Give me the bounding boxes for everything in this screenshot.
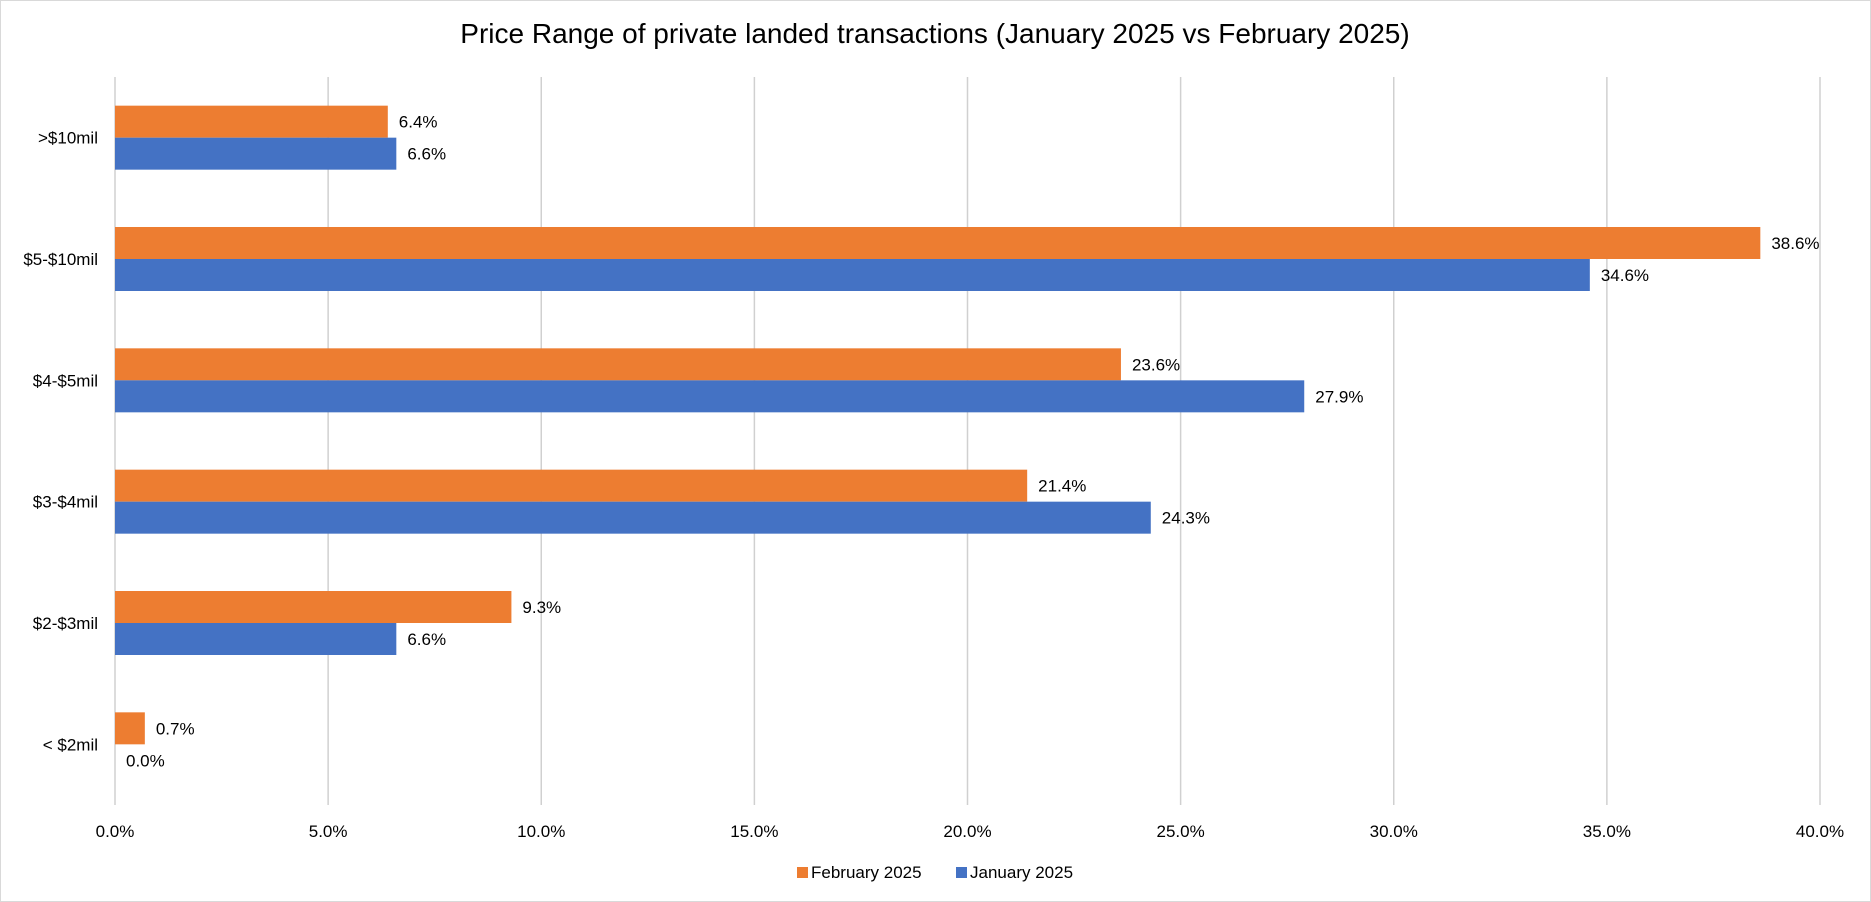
- bar: [115, 623, 397, 655]
- x-tick-label: 30.0%: [1370, 822, 1418, 841]
- bar: [115, 380, 1305, 413]
- x-tick-label: 0.0%: [96, 822, 135, 841]
- category-label: $2-$3mil: [33, 614, 98, 633]
- x-tick-label: 35.0%: [1583, 822, 1631, 841]
- category-axis: < $2mil $2-$3mil $3-$4mil $4-$5mil $5-$10mil…: [23, 129, 98, 755]
- bar: [115, 469, 1028, 502]
- bar: [115, 712, 145, 745]
- legend-swatch: [956, 867, 967, 878]
- data-label: 9.3%: [522, 598, 561, 617]
- bars: 0.7% 0.0% 9.3% 6.6% 21.4% 24.3% 23.6% 27.9% 38.6…: [115, 105, 1820, 770]
- category-label: >$10mil: [38, 129, 98, 148]
- legend: February 2025 January 2025: [797, 863, 1073, 882]
- gridlines: [114, 77, 1821, 805]
- data-label: 0.7%: [156, 719, 195, 738]
- data-label: 6.6%: [407, 145, 446, 164]
- legend-label: January 2025: [970, 863, 1073, 882]
- legend-label: February 2025: [811, 863, 922, 882]
- data-label: 23.6%: [1132, 355, 1180, 374]
- chart-title: Price Range of private landed transactio…: [460, 18, 1409, 49]
- data-label: 6.6%: [407, 630, 446, 649]
- data-label: 24.3%: [1162, 509, 1210, 528]
- bar: [115, 348, 1121, 381]
- data-label: 34.6%: [1601, 266, 1649, 285]
- data-label: 0.0%: [126, 751, 165, 770]
- bar: [115, 259, 1590, 291]
- bar: [115, 105, 388, 138]
- x-tick-label: 40.0%: [1796, 822, 1844, 841]
- x-tick-label: 15.0%: [730, 822, 778, 841]
- data-label: 38.6%: [1771, 234, 1819, 253]
- x-tick-label: 25.0%: [1157, 822, 1205, 841]
- x-tick-label: 10.0%: [517, 822, 565, 841]
- category-label: $3-$4mil: [33, 493, 98, 512]
- bar: [115, 591, 512, 623]
- category-label: < $2mil: [43, 735, 98, 754]
- category-label: $5-$10mil: [23, 250, 98, 269]
- legend-swatch: [797, 867, 808, 878]
- x-tick-label: 5.0%: [309, 822, 348, 841]
- data-label: 6.4%: [399, 113, 438, 132]
- x-tick-label: 20.0%: [943, 822, 991, 841]
- bar: [115, 227, 1761, 259]
- bar: [115, 501, 1151, 534]
- value-axis: 0.0% 5.0% 10.0% 15.0% 20.0% 25.0% 30.0% 35.0% 40…: [96, 822, 1844, 841]
- data-label: 21.4%: [1038, 477, 1086, 496]
- category-label: $4-$5mil: [33, 371, 98, 390]
- bar: [115, 137, 397, 170]
- data-label: 27.9%: [1315, 387, 1363, 406]
